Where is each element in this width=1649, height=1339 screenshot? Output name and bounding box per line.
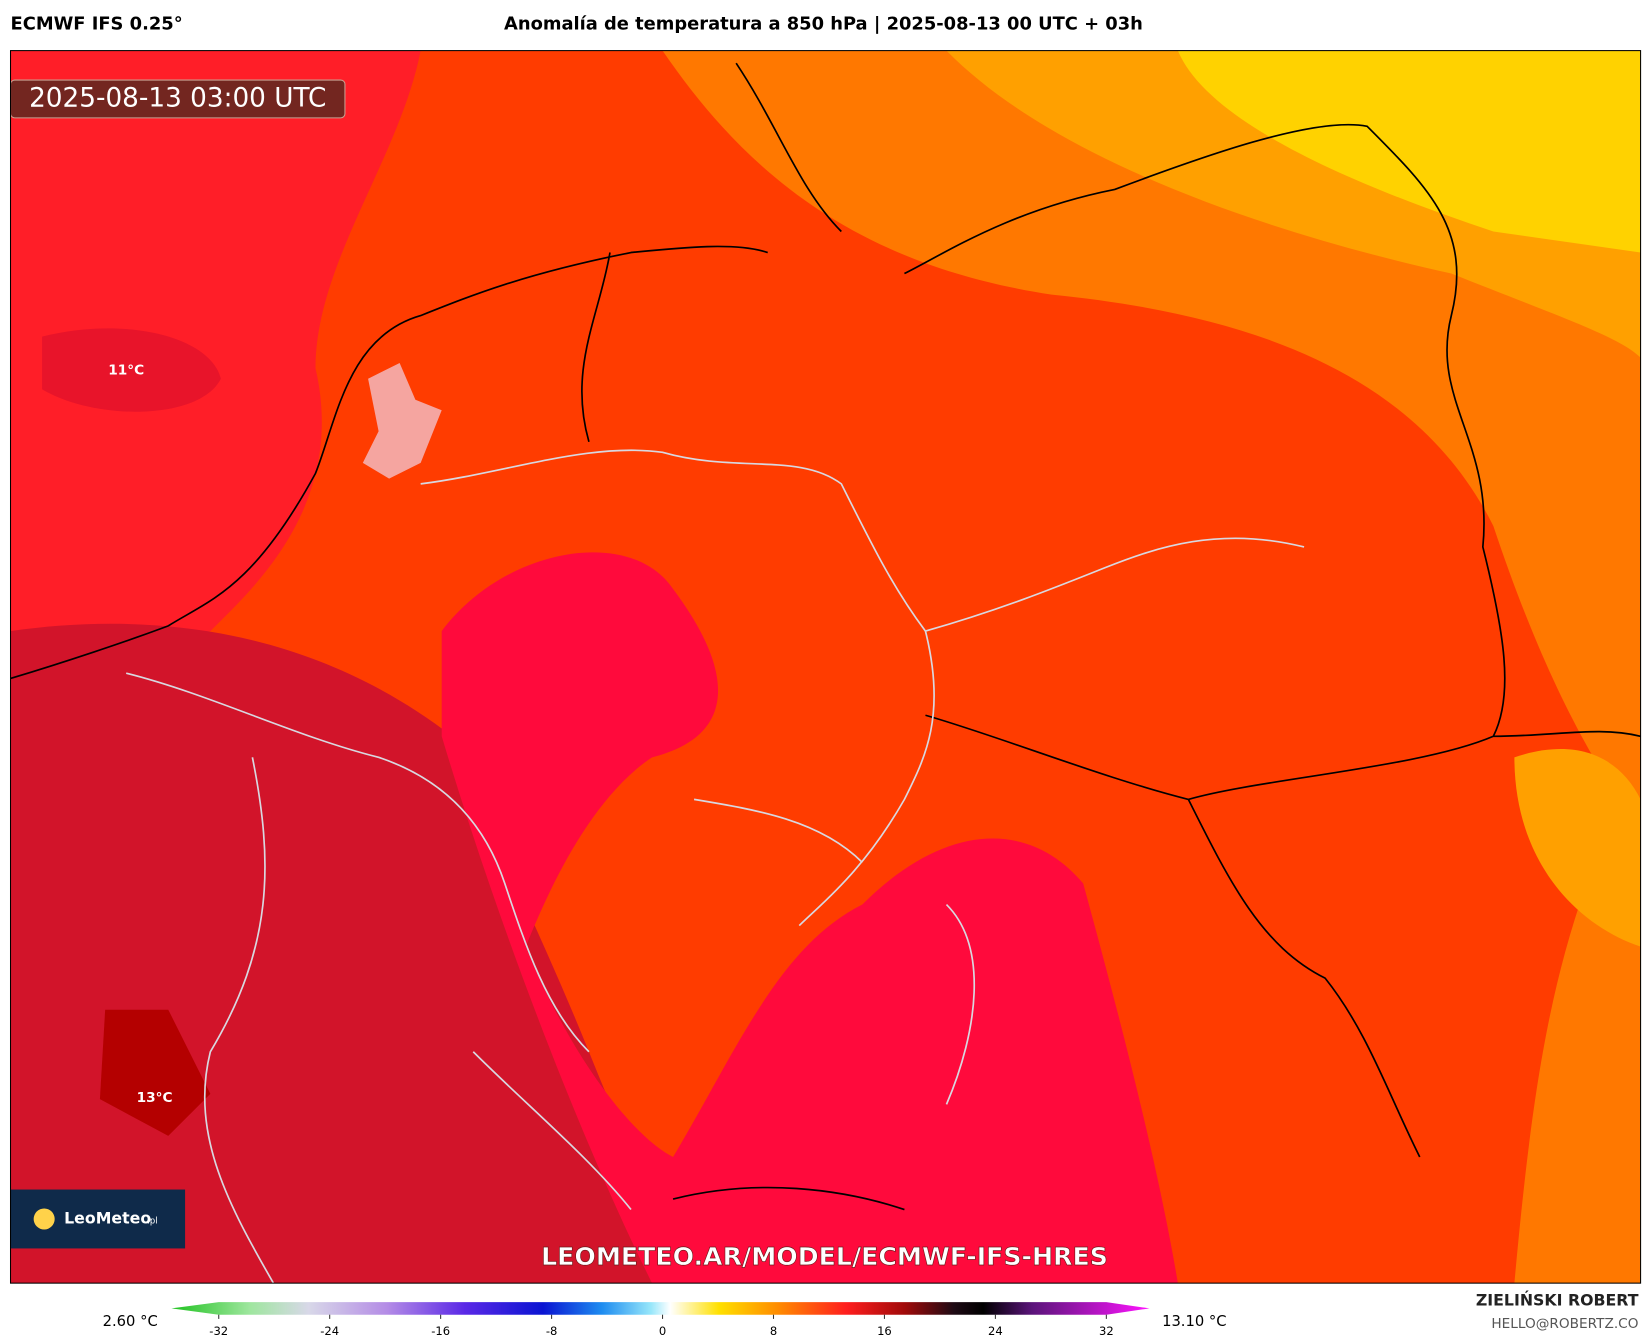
colorbar-min: 2.60 °C xyxy=(103,1313,158,1330)
logo-sun xyxy=(33,1208,55,1230)
colorbar-tick-label: -16 xyxy=(431,1324,450,1338)
colorbar-max: 13.10 °C xyxy=(1162,1313,1226,1330)
map-frame xyxy=(9,50,1642,1284)
author: ZIELIŃSKI ROBERT xyxy=(1476,1291,1639,1310)
logo-suffix: .pl xyxy=(147,1216,157,1226)
colorbar-tick-label: 24 xyxy=(988,1324,1003,1338)
colorbar-tick-label: -32 xyxy=(209,1324,228,1338)
field-region xyxy=(99,1009,211,1136)
field-region xyxy=(1514,749,1641,947)
logo-text: LeoMeteo xyxy=(64,1208,151,1227)
lake xyxy=(362,362,442,479)
field-region xyxy=(441,552,1178,1284)
colorbar-tick-label: 8 xyxy=(770,1324,777,1338)
map-url: LEOMETEO.AR/MODEL/ECMWF-IFS-HRES xyxy=(541,1242,1108,1271)
field-region xyxy=(42,328,221,412)
timestamp: 2025-08-13 03:00 UTC xyxy=(29,83,326,113)
colorbar-tick-label: -8 xyxy=(546,1324,558,1338)
field-region xyxy=(1177,50,1641,253)
colorbar-tick-label: 16 xyxy=(877,1324,892,1338)
map-title: Anomalía de temperatura a 850 hPa | 2025… xyxy=(504,13,1143,34)
email: HELLO@ROBERTZ.CO xyxy=(1491,1316,1638,1332)
colorbar-tick-label: 0 xyxy=(659,1324,666,1338)
model-name: ECMWF IFS 0.25° xyxy=(11,13,183,34)
field-region xyxy=(662,50,1641,1284)
coastline xyxy=(10,62,1641,1211)
contour-label: 13°C xyxy=(137,1090,173,1106)
colorbar-tick-label: 32 xyxy=(1099,1324,1114,1338)
colorbar-tick-label: -24 xyxy=(320,1324,339,1338)
colorbar: 2.60 °C 13.10 °C -32 -24 -16 -8 0 8 16 24 32 xyxy=(103,1302,1227,1338)
contour-label: 11°C xyxy=(108,362,144,378)
map: 11°C 13°C 2025-08-13 03:00 UTC LeoMeteo … xyxy=(9,50,1642,1284)
field-region xyxy=(10,50,421,674)
border xyxy=(125,449,1305,1284)
colorbar-strip xyxy=(171,1302,1150,1315)
